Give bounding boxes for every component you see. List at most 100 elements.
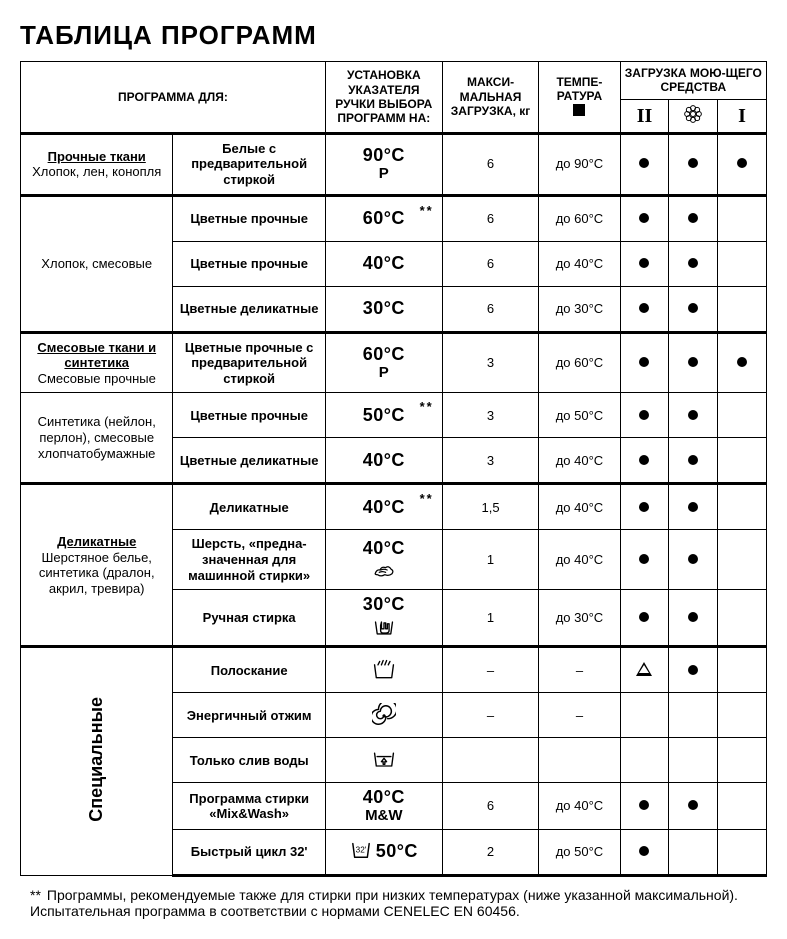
dial-cell bbox=[325, 693, 442, 738]
detergent-cell-2 bbox=[620, 241, 669, 286]
dial-cell: **50°C bbox=[325, 393, 442, 438]
dot-icon bbox=[639, 554, 649, 564]
temp-cell: до 40°C bbox=[539, 530, 620, 590]
detergent-cell-flower bbox=[669, 647, 718, 693]
sub-program: Быстрый цикл 32' bbox=[173, 829, 325, 875]
detergent-cell-2 bbox=[620, 195, 669, 241]
detergent-cell-2 bbox=[620, 286, 669, 332]
sub-program: Только слив воды bbox=[173, 738, 325, 783]
dot-icon bbox=[688, 455, 698, 465]
dial-cell: 40°C bbox=[325, 438, 442, 484]
temp-cell bbox=[539, 738, 620, 783]
load-cell: 6 bbox=[442, 783, 539, 830]
dot-icon bbox=[737, 357, 747, 367]
dot-icon bbox=[639, 612, 649, 622]
load-cell: 6 bbox=[442, 133, 539, 195]
star-marker: ** bbox=[420, 203, 434, 219]
star-marker: ** bbox=[420, 491, 434, 507]
flower-icon bbox=[683, 104, 703, 124]
temp-cell: до 30°C bbox=[539, 286, 620, 332]
detergent-cell-2 bbox=[620, 393, 669, 438]
sub-program: Полоскание bbox=[173, 647, 325, 693]
drain-icon bbox=[372, 749, 396, 775]
detergent-col-flower bbox=[669, 99, 718, 133]
temp-cell: до 60°C bbox=[539, 195, 620, 241]
dot-icon bbox=[688, 665, 698, 675]
temp-cell: до 40°C bbox=[539, 438, 620, 484]
load-cell: – bbox=[442, 647, 539, 693]
dot-icon bbox=[688, 554, 698, 564]
dial-cell: 30°C bbox=[325, 286, 442, 332]
dial-cell bbox=[325, 647, 442, 693]
temp-cell: – bbox=[539, 647, 620, 693]
spin-icon bbox=[372, 703, 396, 731]
dot-icon bbox=[688, 303, 698, 313]
group-cell: Прочные тканиХлопок, лен, конопля bbox=[21, 133, 173, 195]
detergent-cell-2 bbox=[620, 332, 669, 393]
dot-icon bbox=[688, 800, 698, 810]
detergent-cell-1 bbox=[718, 393, 767, 438]
sub-program: Цветные прочные bbox=[173, 241, 325, 286]
triangle-icon bbox=[636, 662, 652, 676]
header-detergent: ЗАГРУЗКА МОЮ-ЩЕГО СРЕДСТВА bbox=[620, 62, 766, 100]
load-cell bbox=[442, 738, 539, 783]
dot-icon bbox=[639, 357, 649, 367]
detergent-cell-2 bbox=[620, 783, 669, 830]
star-marker: ** bbox=[420, 399, 434, 415]
detergent-cell-flower bbox=[669, 783, 718, 830]
rinse-icon bbox=[372, 659, 396, 685]
detergent-cell-1 bbox=[718, 783, 767, 830]
dot-icon bbox=[639, 502, 649, 512]
sub-program: Энергичный отжим bbox=[173, 693, 325, 738]
load-cell: 6 bbox=[442, 195, 539, 241]
detergent-cell-2 bbox=[620, 590, 669, 647]
temp-cell: до 40°C bbox=[539, 241, 620, 286]
group-cell: Хлопок, смесовые bbox=[21, 195, 173, 332]
header-temperature: ТЕМПЕ-РАТУРА bbox=[539, 62, 620, 134]
dial-cell: 60°CP bbox=[325, 332, 442, 393]
dot-icon bbox=[688, 258, 698, 268]
temp-cell: до 50°C bbox=[539, 393, 620, 438]
load-cell: 1 bbox=[442, 530, 539, 590]
detergent-cell-2 bbox=[620, 438, 669, 484]
detergent-cell-1 bbox=[718, 484, 767, 530]
detergent-cell-1 bbox=[718, 241, 767, 286]
sub-program: Шерсть, «предна-значенная для машинной с… bbox=[173, 530, 325, 590]
dot-icon bbox=[639, 258, 649, 268]
temp-cell: до 60°C bbox=[539, 332, 620, 393]
load-cell: 3 bbox=[442, 438, 539, 484]
load-cell: 6 bbox=[442, 286, 539, 332]
temp-cell: до 30°C bbox=[539, 590, 620, 647]
dot-icon bbox=[639, 158, 649, 168]
temp-cell: до 90°C bbox=[539, 133, 620, 195]
detergent-cell-1 bbox=[718, 693, 767, 738]
dial-cell: 90°CP bbox=[325, 133, 442, 195]
page-title: ТАБЛИЦА ПРОГРАММ bbox=[20, 20, 767, 51]
detergent-cell-flower bbox=[669, 530, 718, 590]
dial-cell: 40°CM&W bbox=[325, 783, 442, 830]
detergent-cell-flower bbox=[669, 829, 718, 875]
dot-icon bbox=[688, 410, 698, 420]
dot-icon bbox=[639, 213, 649, 223]
detergent-cell-1 bbox=[718, 438, 767, 484]
detergent-cell-1 bbox=[718, 195, 767, 241]
dial-cell bbox=[325, 738, 442, 783]
load-cell: 2 bbox=[442, 829, 539, 875]
load-cell: 3 bbox=[442, 332, 539, 393]
group-cell: Смесовые ткани и синтетикаСмесовые прочн… bbox=[21, 332, 173, 393]
temp-cell: до 40°C bbox=[539, 484, 620, 530]
dot-icon bbox=[639, 846, 649, 856]
detergent-cell-flower bbox=[669, 484, 718, 530]
load-cell: – bbox=[442, 693, 539, 738]
dial-cell: 40°C bbox=[325, 530, 442, 590]
dot-icon bbox=[688, 213, 698, 223]
programs-table: ПРОГРАММА ДЛЯ: УСТАНОВКА УКАЗАТЕЛЯ РУЧКИ… bbox=[20, 61, 767, 877]
load-cell: 1 bbox=[442, 590, 539, 647]
sub-program: Цветные прочные с предварительной стирко… bbox=[173, 332, 325, 393]
load-cell: 6 bbox=[442, 241, 539, 286]
header-program: ПРОГРАММА ДЛЯ: bbox=[21, 62, 326, 134]
sub-program: Цветные прочные bbox=[173, 393, 325, 438]
header-load: МАКСИ-МАЛЬНАЯ ЗАГРУЗКА, кг bbox=[442, 62, 539, 134]
dot-icon bbox=[688, 612, 698, 622]
dot-icon bbox=[639, 410, 649, 420]
